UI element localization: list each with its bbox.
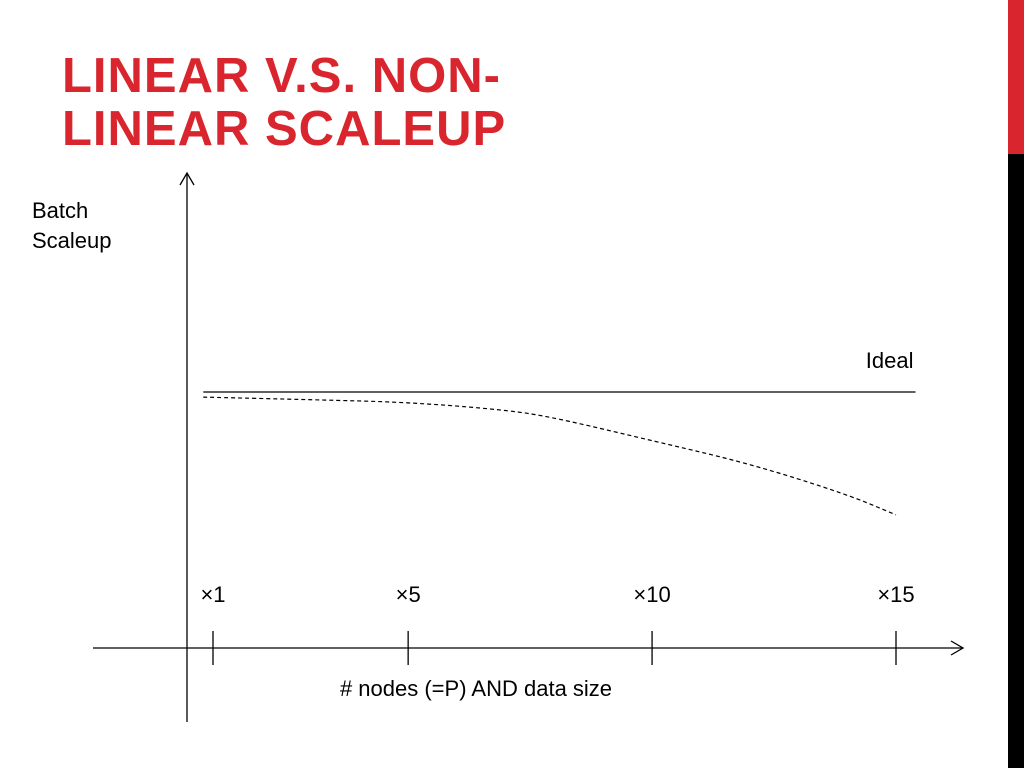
accent-bar xyxy=(1008,0,1024,154)
x-tick-label-5: ×5 xyxy=(396,582,421,607)
series-lines xyxy=(203,391,916,516)
slide-title: LINEAR V.S. NON- LINEAR SCALEUP xyxy=(62,50,506,156)
x-ticks xyxy=(212,631,897,665)
y-axis-arrow xyxy=(179,171,195,186)
x-axis-arrow xyxy=(950,640,965,656)
y-axis-label: Batch Scaleup xyxy=(32,196,112,256)
y-axis-label-line-2: Scaleup xyxy=(32,228,112,253)
title-line-1: LINEAR V.S. NON- xyxy=(62,49,501,103)
series-label-ideal: Ideal xyxy=(866,348,914,373)
x-tick-label-1: ×1 xyxy=(200,582,225,607)
x-tick-label-15: ×15 xyxy=(877,582,914,607)
dark-bar xyxy=(1008,154,1024,768)
x-tick-labels: ×1 ×5 ×10 ×15 xyxy=(200,582,914,607)
y-axis-label-line-1: Batch xyxy=(32,198,89,223)
x-tick-label-10: ×10 xyxy=(633,582,670,607)
series-line-actual xyxy=(203,396,897,516)
x-axis-label: # nodes (=P) AND data size xyxy=(340,676,612,701)
title-line-2: LINEAR SCALEUP xyxy=(62,102,507,156)
